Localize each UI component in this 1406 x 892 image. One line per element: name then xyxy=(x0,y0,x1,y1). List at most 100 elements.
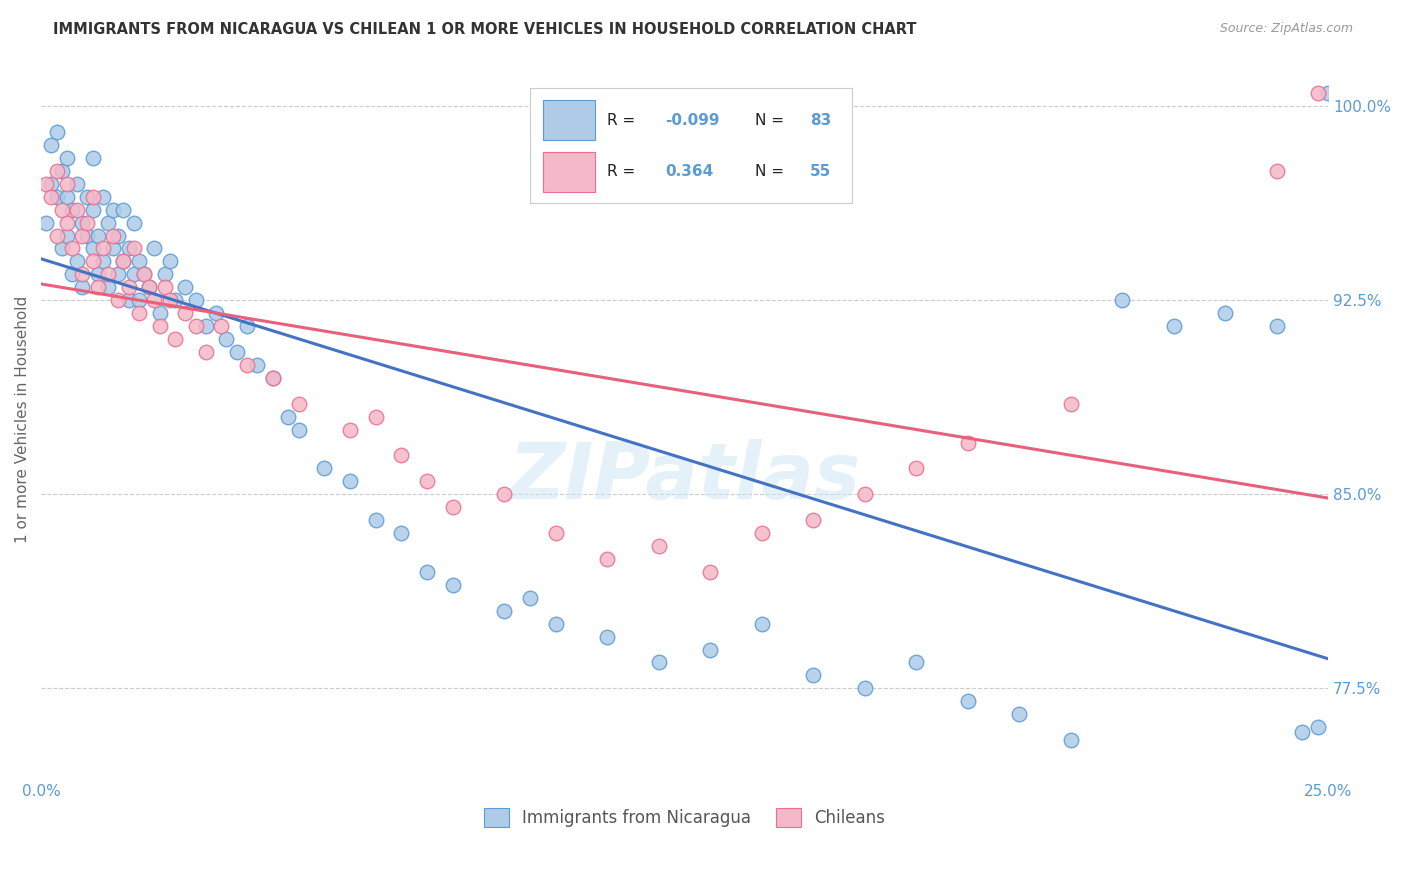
Point xyxy=(72,268,94,282)
Point xyxy=(441,578,464,592)
Point xyxy=(596,630,619,644)
Point xyxy=(163,332,186,346)
Point xyxy=(596,552,619,566)
Point xyxy=(1306,720,1329,734)
Point xyxy=(262,371,284,385)
Point xyxy=(648,539,671,553)
Point xyxy=(801,513,824,527)
Point xyxy=(82,254,104,268)
Point xyxy=(35,216,58,230)
Point xyxy=(956,435,979,450)
Point xyxy=(956,694,979,708)
Point xyxy=(103,242,125,256)
Point xyxy=(60,242,83,256)
Point xyxy=(174,306,197,320)
Point xyxy=(1306,87,1329,101)
Point xyxy=(246,358,269,372)
Point xyxy=(87,268,110,282)
Point xyxy=(122,268,145,282)
Point xyxy=(103,202,125,217)
Point xyxy=(441,500,464,515)
Point xyxy=(82,190,104,204)
Point xyxy=(184,319,207,334)
Point xyxy=(66,177,89,191)
Point xyxy=(66,202,89,217)
Point xyxy=(107,268,129,282)
Point xyxy=(76,228,98,243)
Point xyxy=(262,371,284,385)
Point xyxy=(76,216,98,230)
Point xyxy=(45,190,67,204)
Point xyxy=(128,254,150,268)
Point xyxy=(153,268,176,282)
Point xyxy=(416,565,439,579)
Point xyxy=(1163,319,1185,334)
Point xyxy=(91,242,114,256)
Point xyxy=(1265,164,1288,178)
Point xyxy=(132,268,155,282)
Point xyxy=(56,228,79,243)
Point xyxy=(138,280,160,294)
Point xyxy=(1317,87,1340,101)
Point xyxy=(1111,293,1133,308)
Point xyxy=(87,280,110,294)
Point xyxy=(107,293,129,308)
Point xyxy=(163,293,186,308)
Point xyxy=(215,332,238,346)
Point xyxy=(391,449,413,463)
Point xyxy=(112,202,135,217)
Point xyxy=(97,280,120,294)
Point xyxy=(76,190,98,204)
Point xyxy=(287,397,309,411)
Y-axis label: 1 or more Vehicles in Household: 1 or more Vehicles in Household xyxy=(15,295,30,543)
Point xyxy=(82,202,104,217)
Point xyxy=(128,306,150,320)
Point xyxy=(117,280,139,294)
Point xyxy=(143,242,166,256)
Point xyxy=(45,228,67,243)
Point xyxy=(72,216,94,230)
Point xyxy=(51,164,73,178)
Point xyxy=(364,409,387,424)
Text: Source: ZipAtlas.com: Source: ZipAtlas.com xyxy=(1219,22,1353,36)
Point xyxy=(87,228,110,243)
Point xyxy=(82,242,104,256)
Point xyxy=(287,423,309,437)
Point xyxy=(41,177,63,191)
Point xyxy=(143,293,166,308)
Point xyxy=(148,319,170,334)
Point xyxy=(91,190,114,204)
Point xyxy=(117,293,139,308)
Point xyxy=(699,642,721,657)
Point xyxy=(159,254,181,268)
Point xyxy=(41,138,63,153)
Point xyxy=(107,228,129,243)
Point xyxy=(56,190,79,204)
Point xyxy=(97,268,120,282)
Point xyxy=(339,475,361,489)
Point xyxy=(45,125,67,139)
Point xyxy=(194,345,217,359)
Point xyxy=(103,228,125,243)
Point xyxy=(225,345,247,359)
Point xyxy=(66,254,89,268)
Point xyxy=(97,216,120,230)
Point xyxy=(194,319,217,334)
Point xyxy=(277,409,299,424)
Point xyxy=(56,151,79,165)
Point xyxy=(364,513,387,527)
Point xyxy=(205,306,228,320)
Point xyxy=(751,616,773,631)
Point xyxy=(56,177,79,191)
Point xyxy=(117,242,139,256)
Point xyxy=(45,164,67,178)
Point xyxy=(122,242,145,256)
Point xyxy=(1008,707,1031,722)
Point xyxy=(35,177,58,191)
Point xyxy=(1213,306,1236,320)
Point xyxy=(339,423,361,437)
Point xyxy=(112,254,135,268)
Point xyxy=(648,656,671,670)
Legend: Immigrants from Nicaragua, Chileans: Immigrants from Nicaragua, Chileans xyxy=(475,799,894,835)
Point xyxy=(159,293,181,308)
